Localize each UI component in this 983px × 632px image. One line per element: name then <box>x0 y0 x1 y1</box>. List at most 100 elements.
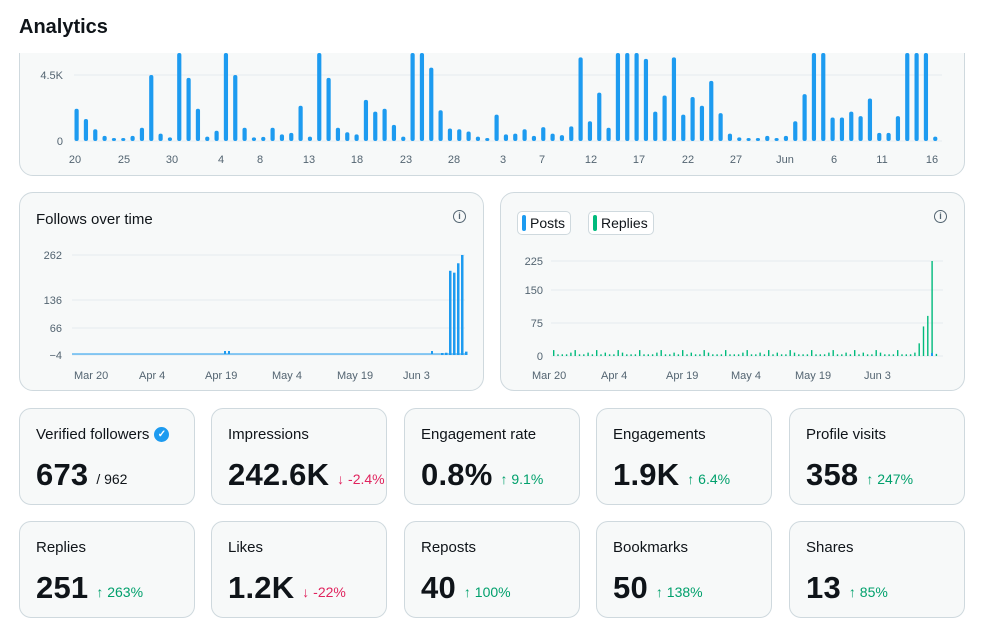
impressions-bar <box>662 95 667 141</box>
impressions-bar <box>457 129 462 141</box>
metric-card-impressions[interactable]: Impressions 242.6K ↓ -2.4% <box>211 408 387 505</box>
impressions-bar <box>261 136 266 141</box>
impressions-bar <box>802 94 807 141</box>
impressions-bar <box>186 77 191 141</box>
impressions-bar <box>718 113 723 141</box>
replies-bar <box>785 354 787 356</box>
impressions-bar <box>223 53 229 141</box>
metric-label: Replies <box>36 539 86 556</box>
impressions-bar <box>363 99 369 141</box>
posts-bar <box>931 353 933 356</box>
impressions-bar <box>746 138 751 141</box>
x-tick-label: 25 <box>118 154 130 166</box>
legend-posts[interactable]: Posts <box>517 211 572 235</box>
replies-bar <box>578 354 581 356</box>
metric-value: 50 <box>613 570 648 605</box>
replies-bar <box>651 354 654 356</box>
metric-card-profile-visits[interactable]: Profile visits 358 ↑ 247% <box>789 408 965 505</box>
replies-bar <box>759 352 761 356</box>
impressions-bar <box>513 133 518 141</box>
replies-bar <box>639 350 641 356</box>
replies-bar <box>918 343 920 356</box>
impressions-bar <box>634 53 639 141</box>
info-icon[interactable]: i <box>934 210 947 223</box>
replies-bar <box>647 354 649 356</box>
metric-card-bookmarks[interactable]: Bookmarks 50 ↑ 138% <box>596 521 772 618</box>
follows-bar <box>224 351 226 354</box>
x-tick-label: 28 <box>448 154 460 166</box>
replies-bar <box>591 354 594 356</box>
replies-bar <box>565 354 568 356</box>
impressions-bar <box>569 126 574 141</box>
impressions-bar <box>597 92 602 141</box>
metric-value: 673 <box>36 457 89 492</box>
replies-bar <box>703 350 705 356</box>
x-tick-label: Apr 4 <box>601 370 627 382</box>
impressions-bar <box>709 80 714 141</box>
x-tick-label: 16 <box>926 154 938 166</box>
replies-bar <box>587 352 589 356</box>
impressions-bar <box>793 121 798 141</box>
impressions-bar <box>503 134 509 141</box>
metric-delta: ↓ -2.4% <box>337 471 385 487</box>
replies-bar <box>664 354 667 356</box>
impressions-bar <box>391 124 397 141</box>
metric-card-shares[interactable]: Shares 13 ↑ 85% <box>789 521 965 618</box>
replies-bar <box>858 354 860 356</box>
follows-bar <box>431 351 433 354</box>
impressions-bar <box>653 111 658 141</box>
impressions-bar <box>205 136 210 141</box>
replies-bar <box>884 354 886 356</box>
impressions-bar <box>755 138 761 141</box>
replies-bar <box>823 354 826 356</box>
x-tick-label: Apr 19 <box>666 370 698 382</box>
replies-bar <box>750 354 753 356</box>
replies-bar <box>742 352 744 356</box>
impressions-bar <box>317 53 322 141</box>
metric-label-text: Verified followers <box>36 426 150 443</box>
x-tick-label: 13 <box>303 154 315 166</box>
replies-bar <box>561 354 563 356</box>
metric-label-text: Likes <box>228 539 264 556</box>
impressions-bar <box>279 134 285 141</box>
metric-delta: ↑ 100% <box>463 584 511 600</box>
impressions-bar <box>345 132 350 141</box>
metric-delta: ↑ 85% <box>848 584 888 600</box>
impressions-bar <box>326 77 331 141</box>
impressions-bar <box>214 130 219 141</box>
follows-bar <box>465 351 468 355</box>
metric-card-engagement-rate[interactable]: Engagement rate 0.8% ↑ 9.1% <box>404 408 580 505</box>
replies-bar <box>733 354 735 356</box>
impressions-bar <box>550 133 555 141</box>
impressions-bar <box>877 132 882 141</box>
replies-bar <box>694 354 697 356</box>
replies-bar <box>600 354 602 356</box>
impressions-bar <box>690 97 695 141</box>
impressions-bar <box>251 137 257 141</box>
replies-bar <box>574 350 576 356</box>
impressions-chart: 4.5K 0 20 25 30 4 8 13 18 23 28 3 7 12 17 22 27 Jun 6 11 16 <box>40 53 942 166</box>
metric-label: Profile visits <box>806 426 886 443</box>
replies-bar <box>621 352 624 356</box>
info-icon[interactable]: i <box>453 210 466 223</box>
metric-value: 242.6K <box>228 457 330 492</box>
y-tick-label: 75 <box>531 318 543 330</box>
metric-delta: ↑ 263% <box>96 584 144 600</box>
replies-bar <box>832 350 834 356</box>
replies-bar <box>596 350 598 356</box>
impressions-bar <box>727 133 733 141</box>
impressions-bar <box>858 116 863 141</box>
metric-label-text: Engagements <box>613 426 706 443</box>
replies-bar <box>656 352 658 356</box>
legend-replies-label: Replies <box>601 215 648 231</box>
legend-replies[interactable]: Replies <box>588 211 654 235</box>
metric-card-reposts[interactable]: Reposts 40 ↑ 100% <box>404 521 580 618</box>
metric-card-replies[interactable]: Replies 251 ↑ 263% <box>19 521 195 618</box>
metric-card-engagements[interactable]: Engagements 1.9K ↑ 6.4% <box>596 408 772 505</box>
replies-bar <box>828 352 830 356</box>
impressions-bar <box>681 114 686 141</box>
metric-label: Reposts <box>421 539 476 556</box>
impressions-bar <box>111 138 117 141</box>
metric-card-verified-followers[interactable]: Verified followers ✓ 673 / 962 <box>19 408 195 505</box>
metric-card-likes[interactable]: Likes 1.2K ↓ -22% <box>211 521 387 618</box>
